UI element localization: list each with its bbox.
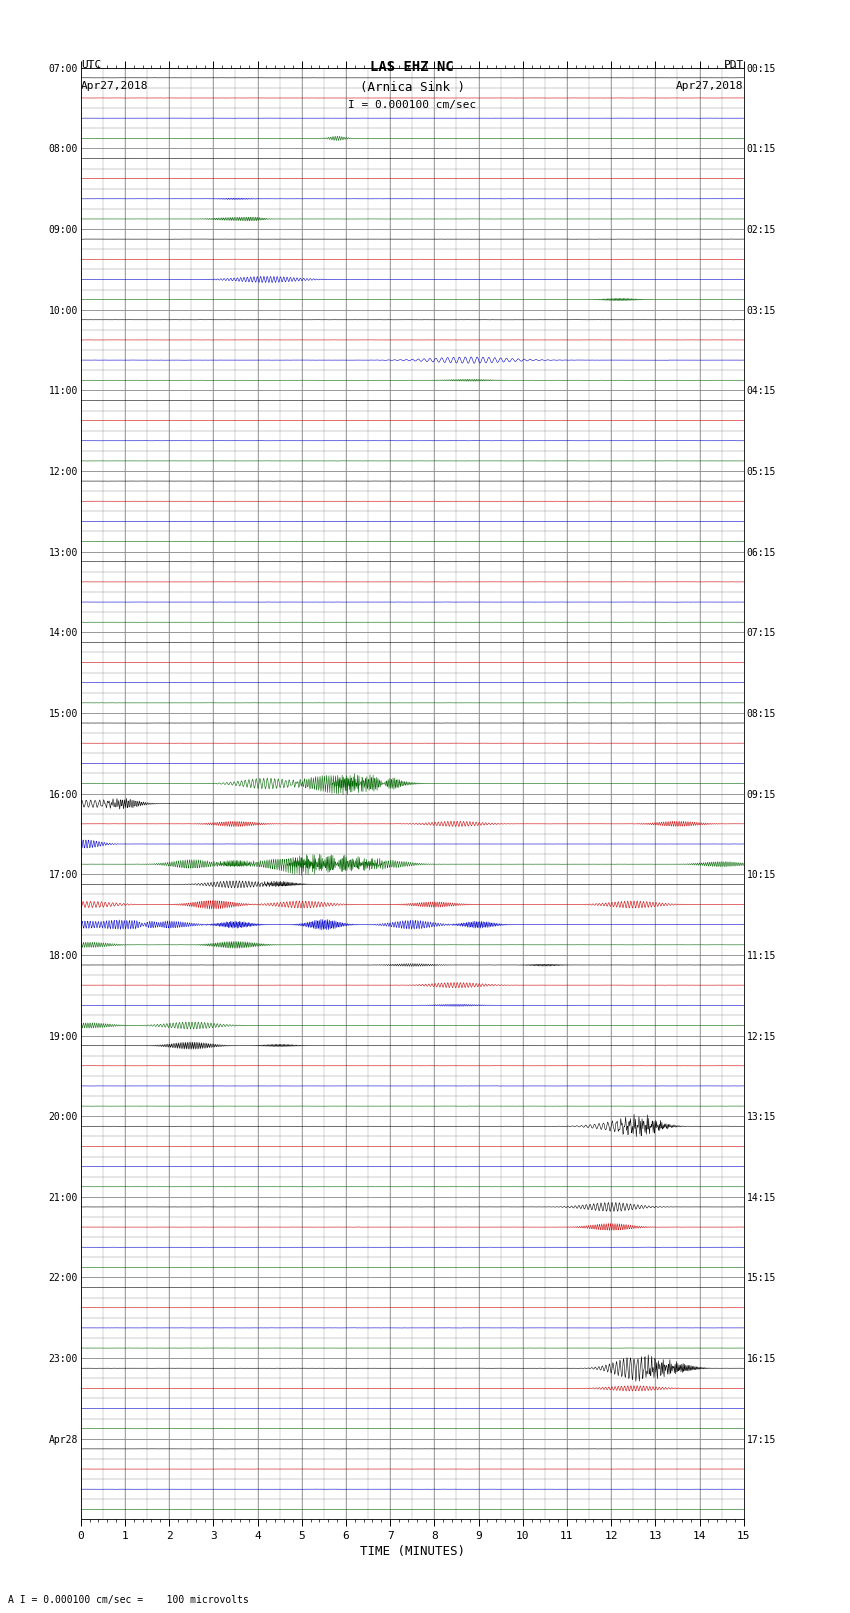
Text: UTC: UTC — [81, 60, 101, 69]
Text: A I = 0.000100 cm/sec =    100 microvolts: A I = 0.000100 cm/sec = 100 microvolts — [8, 1595, 249, 1605]
Text: (Arnica Sink ): (Arnica Sink ) — [360, 81, 465, 94]
Text: I = 0.000100 cm/sec: I = 0.000100 cm/sec — [348, 100, 476, 110]
Text: PDT: PDT — [723, 60, 744, 69]
X-axis label: TIME (MINUTES): TIME (MINUTES) — [360, 1545, 465, 1558]
Text: LAS EHZ NC: LAS EHZ NC — [371, 60, 454, 74]
Text: Apr27,2018: Apr27,2018 — [81, 81, 148, 90]
Text: Apr27,2018: Apr27,2018 — [677, 81, 744, 90]
